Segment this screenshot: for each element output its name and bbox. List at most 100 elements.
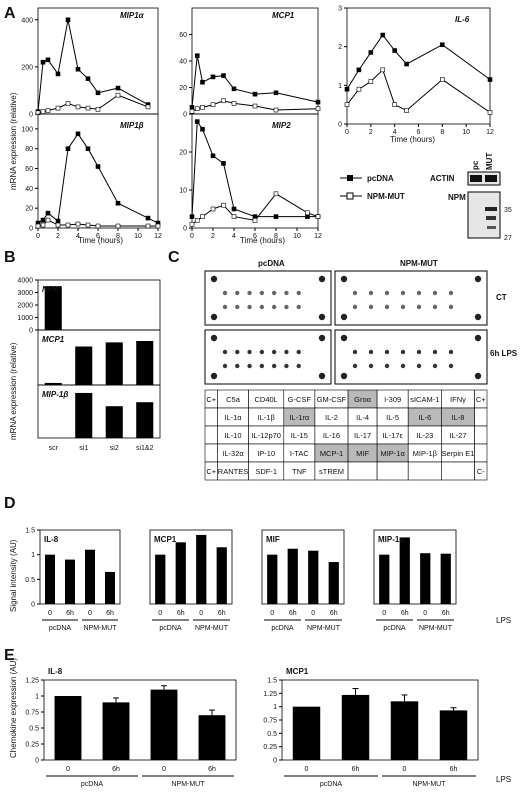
chart-title: MIP-1β [42,390,68,399]
table-cell [407,461,442,481]
chart-title: MCP1 [286,667,309,676]
x-tick-label: 4 [393,129,397,136]
data-point [200,79,205,85]
group-label: pcDNA [320,781,343,788]
b-x-tick-label: si1 [79,445,88,452]
array-spot [432,349,438,355]
table-cell [347,461,378,481]
x-tick-label: 6h [208,766,216,773]
data-point [40,217,46,223]
data-point [221,98,226,104]
chart-title: IL-8 [44,535,59,544]
data-point [273,90,279,96]
y-tick-label: 0.5 [267,731,277,738]
data-point [145,223,151,229]
y-tick-label: 2 [338,44,342,51]
group-label: NPM-MUT [307,625,341,632]
table-cell [474,461,488,481]
bar [102,702,130,760]
y-tick-label: 0.5 [25,577,35,584]
cytokine-label: IL-17ε [382,431,403,440]
data-point [95,90,101,96]
control-spot [318,334,326,342]
x-tick-label: 4 [232,233,236,240]
a-mip2-xlabel: Time (hours) [240,236,285,245]
group-label: NPM-MUT [195,625,229,632]
y-tick-label: 0.5 [29,726,39,733]
data-point [85,146,91,151]
y-tick-label: 2000 [17,303,33,310]
data-point [95,106,101,112]
data-point [200,214,205,219]
array-spot [432,290,438,296]
x-tick-label: 6h [401,610,409,617]
data-point [404,108,409,113]
bar [75,392,93,438]
cytokine-label: MCP-1 [320,449,343,458]
plot-frame [37,7,159,115]
bar [105,342,123,385]
data-point [85,105,91,111]
cytokine-label: Groα [354,395,372,404]
array-spot [384,363,390,369]
array-spot [448,349,454,355]
bar [54,696,82,760]
y-tick-label: 1.5 [267,678,277,685]
bar [440,553,451,604]
plot-frame [37,113,159,229]
y-tick-label: 4000 [17,278,33,285]
panel-e-ylabel: Chemokine expression (AU) [9,658,18,758]
chart-a-mip1a: 0 200 400 MIP1α [21,7,159,119]
array-spot [400,349,406,355]
bar [308,550,319,604]
data-point [344,102,350,107]
cytokine-label: sTREM [319,467,344,476]
x-tick-label: 6h [352,766,360,773]
bar [175,542,186,604]
x-tick-label: 12 [314,233,322,240]
array-spot [296,363,301,369]
panel-label-d: D [4,495,16,512]
x-tick-label: 8 [440,129,444,136]
b-x-tick-label: si2 [110,445,119,452]
x-tick-label: 10 [293,233,301,240]
x-tick-label: 10 [134,233,142,240]
array-spot [296,349,301,355]
data-point [115,85,121,91]
data-point [65,17,71,23]
panel-a-legend: pcDNA NPM-MUT [340,174,405,201]
data-point [210,74,216,80]
data-point [200,105,205,110]
data-point [487,110,493,115]
data-point [200,126,205,132]
cytokine-label: IL-5 [386,413,399,422]
x-tick-label: 6h [112,766,120,773]
x-tick-label: 6 [417,129,421,136]
data-point [115,223,121,229]
x-tick-label: 10 [462,129,470,136]
array-spot [384,290,390,296]
cytokine-label: G-CSF [288,395,312,404]
y-tick-label: 200 [21,64,33,71]
blot-mw-35: 35 [504,207,512,214]
data-point [194,53,200,59]
bar [439,710,468,760]
data-point [65,101,71,106]
data-point [252,218,258,223]
data-point [356,86,362,92]
array-spot [448,304,454,310]
panel-e-lps: LPS [496,775,511,784]
data-point [380,67,386,73]
data-point [273,191,279,197]
control-spot [210,334,218,342]
y-tick-label: 20 [179,85,187,92]
legend-npm-mut: NPM-MUT [367,192,405,201]
x-tick-label: 6h [330,610,338,617]
array-spot [368,290,374,296]
plot-frame [39,529,121,605]
array-spot [222,304,228,310]
y-tick-label: 1 [273,704,277,711]
control-spot [318,275,326,283]
chart-title: IL-6 [455,15,470,24]
